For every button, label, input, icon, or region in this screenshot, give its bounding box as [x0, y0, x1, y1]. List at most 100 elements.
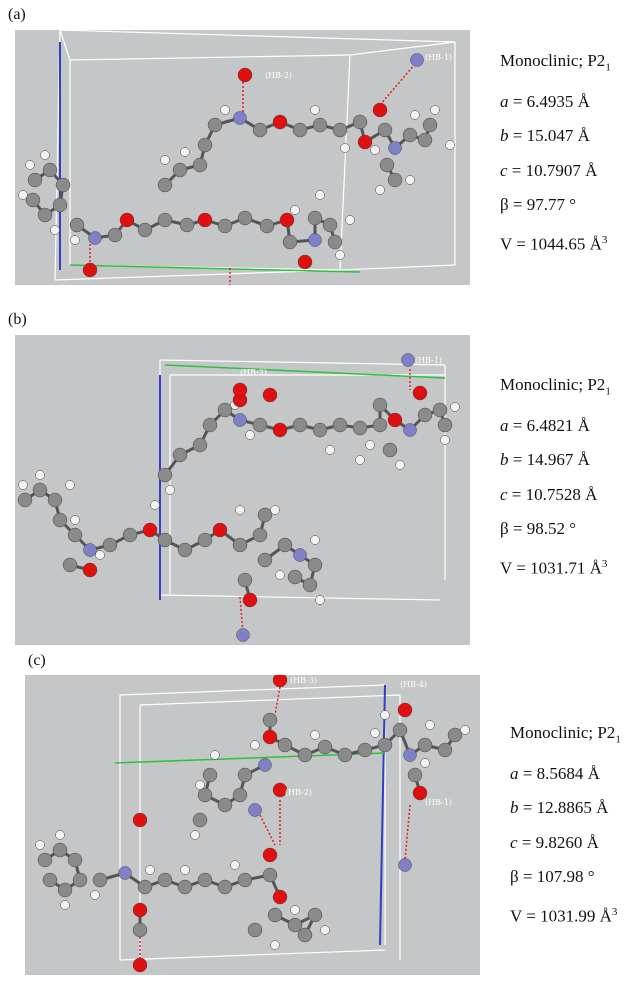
- atom: [198, 533, 212, 547]
- atom: [248, 923, 262, 937]
- parameter-value: = 98.52 °: [509, 519, 576, 538]
- parameter-value: = 97.77 °: [509, 195, 576, 214]
- atom: [26, 193, 40, 207]
- unit-cell-edge: [340, 55, 350, 270]
- unit-cell-edge: [120, 950, 385, 960]
- atom: [278, 738, 292, 752]
- atom: [373, 398, 387, 412]
- atom: [178, 543, 192, 557]
- atom: [418, 133, 432, 147]
- atom: [249, 804, 262, 817]
- atom: [406, 176, 415, 185]
- atom: [236, 506, 245, 515]
- atom: [303, 578, 317, 592]
- atom: [293, 123, 307, 137]
- hb-label: (HB-1): [425, 53, 452, 62]
- atom: [36, 841, 45, 850]
- parameter-symbol: b: [510, 798, 519, 817]
- atom: [373, 103, 387, 117]
- unit-cell-edge: [120, 685, 385, 695]
- atom: [238, 573, 252, 587]
- atom: [291, 906, 300, 915]
- atom: [393, 723, 407, 737]
- atom: [353, 115, 367, 129]
- atom: [276, 571, 285, 580]
- hb-label: (HB-3): [290, 676, 317, 685]
- atom: [258, 508, 272, 522]
- atom: [41, 151, 50, 160]
- cell-parameter: β = 107.98 °: [510, 860, 621, 895]
- parameter-symbol: β: [500, 195, 509, 214]
- parameter-symbol: V: [500, 235, 512, 254]
- atom: [273, 115, 287, 129]
- atom: [313, 423, 327, 437]
- atom: [237, 629, 250, 642]
- axis-c: [380, 685, 385, 945]
- cell-parameter: c = 9.8260 Å: [510, 826, 621, 861]
- atom: [258, 553, 272, 567]
- hydrogen-bond: [380, 64, 415, 105]
- atom: [253, 418, 267, 432]
- atom: [191, 831, 200, 840]
- hb-label: (HB-2): [240, 368, 267, 377]
- atom: [193, 813, 207, 827]
- atom: [336, 251, 345, 260]
- axis-b: [70, 265, 360, 272]
- atom: [243, 593, 257, 607]
- atom: [158, 213, 172, 227]
- atom: [108, 228, 122, 242]
- atom: [231, 861, 240, 870]
- atom: [173, 448, 187, 462]
- atom: [53, 843, 67, 857]
- atom: [318, 740, 332, 754]
- atom: [259, 759, 272, 772]
- atom: [198, 873, 212, 887]
- parameter-superscript: 3: [602, 558, 608, 570]
- atom: [68, 528, 82, 542]
- atom: [263, 868, 277, 882]
- cell-parameter: c = 10.7907 Å: [500, 154, 611, 189]
- atom: [33, 483, 47, 497]
- atom: [158, 178, 172, 192]
- atom: [48, 493, 62, 507]
- atom: [71, 236, 80, 245]
- atom: [308, 908, 322, 922]
- atom: [399, 859, 412, 872]
- atom: [273, 890, 287, 904]
- atom: [433, 403, 447, 417]
- crystal-system: Monoclinic; P21: [510, 716, 621, 757]
- atom: [280, 213, 294, 227]
- atom: [133, 923, 147, 937]
- atom: [36, 471, 45, 480]
- axis-b: [165, 365, 445, 378]
- atom: [273, 675, 287, 687]
- atom: [441, 436, 450, 445]
- atom: [328, 235, 342, 249]
- atom: [263, 730, 277, 744]
- atom: [143, 523, 157, 537]
- cell-parameter: V = 1044.65 Å3: [500, 223, 611, 262]
- atom: [246, 431, 255, 440]
- atom: [103, 538, 117, 552]
- atom: [71, 516, 80, 525]
- atom: [91, 891, 100, 900]
- atom: [373, 418, 387, 432]
- system-subscript: 1: [615, 733, 621, 745]
- atom: [346, 216, 355, 225]
- parameter-symbol: c: [510, 833, 518, 852]
- hb-label: (HB-4): [400, 680, 427, 689]
- hb-label: (HB-2): [285, 788, 312, 797]
- atom: [234, 112, 247, 125]
- atom: [96, 551, 105, 560]
- atom: [133, 958, 147, 972]
- atom: [411, 54, 424, 67]
- atom: [308, 211, 322, 225]
- atom: [311, 731, 320, 740]
- atom: [18, 493, 32, 507]
- atom: [418, 408, 432, 422]
- atom: [263, 848, 277, 862]
- atom: [120, 213, 134, 227]
- atom: [158, 873, 172, 887]
- crystal-system: Monoclinic; P21: [500, 368, 611, 409]
- atom: [376, 186, 385, 195]
